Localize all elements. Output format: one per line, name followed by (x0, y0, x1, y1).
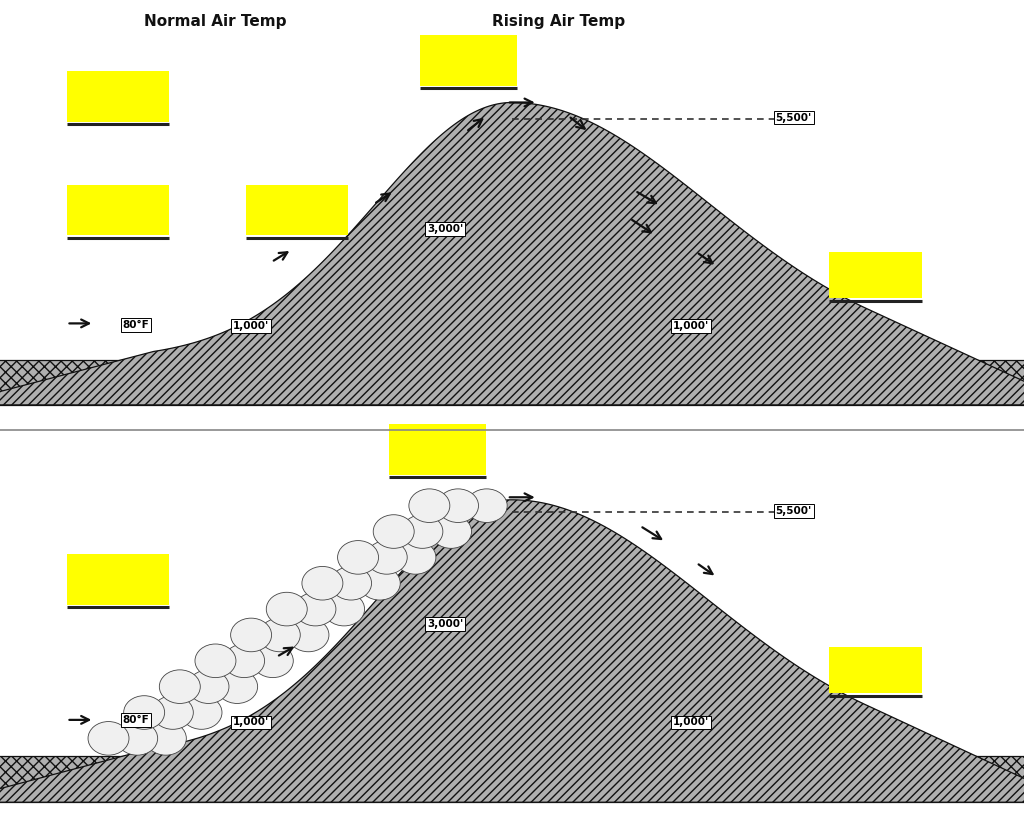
Circle shape (302, 566, 343, 600)
Text: 3,000': 3,000' (427, 224, 464, 234)
Text: 1,000': 1,000' (232, 717, 269, 727)
Text: 80°F: 80°F (123, 715, 150, 725)
Circle shape (145, 722, 186, 755)
Circle shape (288, 618, 329, 652)
Circle shape (217, 669, 258, 703)
Bar (0, 756, 1024, 802)
Text: 80°F: 80°F (123, 320, 150, 330)
Circle shape (181, 696, 222, 729)
Circle shape (409, 489, 450, 522)
Circle shape (359, 566, 400, 600)
Circle shape (373, 515, 414, 549)
Circle shape (230, 618, 271, 652)
Polygon shape (0, 500, 1024, 802)
Circle shape (259, 618, 300, 652)
Bar (0, 360, 1024, 405)
Circle shape (160, 669, 201, 703)
Bar (67, 71, 169, 122)
Polygon shape (0, 102, 1024, 405)
Text: Normal Air Temp: Normal Air Temp (143, 14, 287, 29)
Text: 1,000': 1,000' (232, 321, 269, 331)
Circle shape (124, 696, 165, 729)
Text: 5,500': 5,500' (775, 113, 812, 123)
Bar (246, 185, 348, 235)
Bar (389, 424, 486, 475)
Circle shape (331, 566, 372, 600)
Circle shape (195, 644, 236, 678)
Circle shape (324, 592, 365, 626)
Bar (829, 252, 922, 298)
Text: 3,000': 3,000' (427, 619, 464, 629)
Bar (67, 185, 169, 235)
Circle shape (338, 541, 379, 575)
Circle shape (266, 592, 307, 626)
Text: 1,000': 1,000' (673, 717, 710, 727)
Circle shape (223, 644, 264, 678)
Text: 5,500': 5,500' (775, 506, 812, 516)
Bar (829, 647, 922, 693)
Bar (420, 35, 517, 86)
Circle shape (437, 489, 478, 522)
Text: 1,000': 1,000' (673, 321, 710, 331)
Circle shape (252, 644, 293, 678)
Circle shape (117, 722, 158, 755)
Circle shape (395, 541, 436, 575)
Bar (67, 554, 169, 605)
Circle shape (88, 722, 129, 755)
Circle shape (466, 489, 507, 522)
Circle shape (295, 592, 336, 626)
Circle shape (153, 696, 194, 729)
Circle shape (430, 515, 471, 549)
Text: Rising Air Temp: Rising Air Temp (492, 14, 625, 29)
Circle shape (401, 515, 442, 549)
Circle shape (188, 669, 229, 703)
Circle shape (367, 541, 408, 575)
